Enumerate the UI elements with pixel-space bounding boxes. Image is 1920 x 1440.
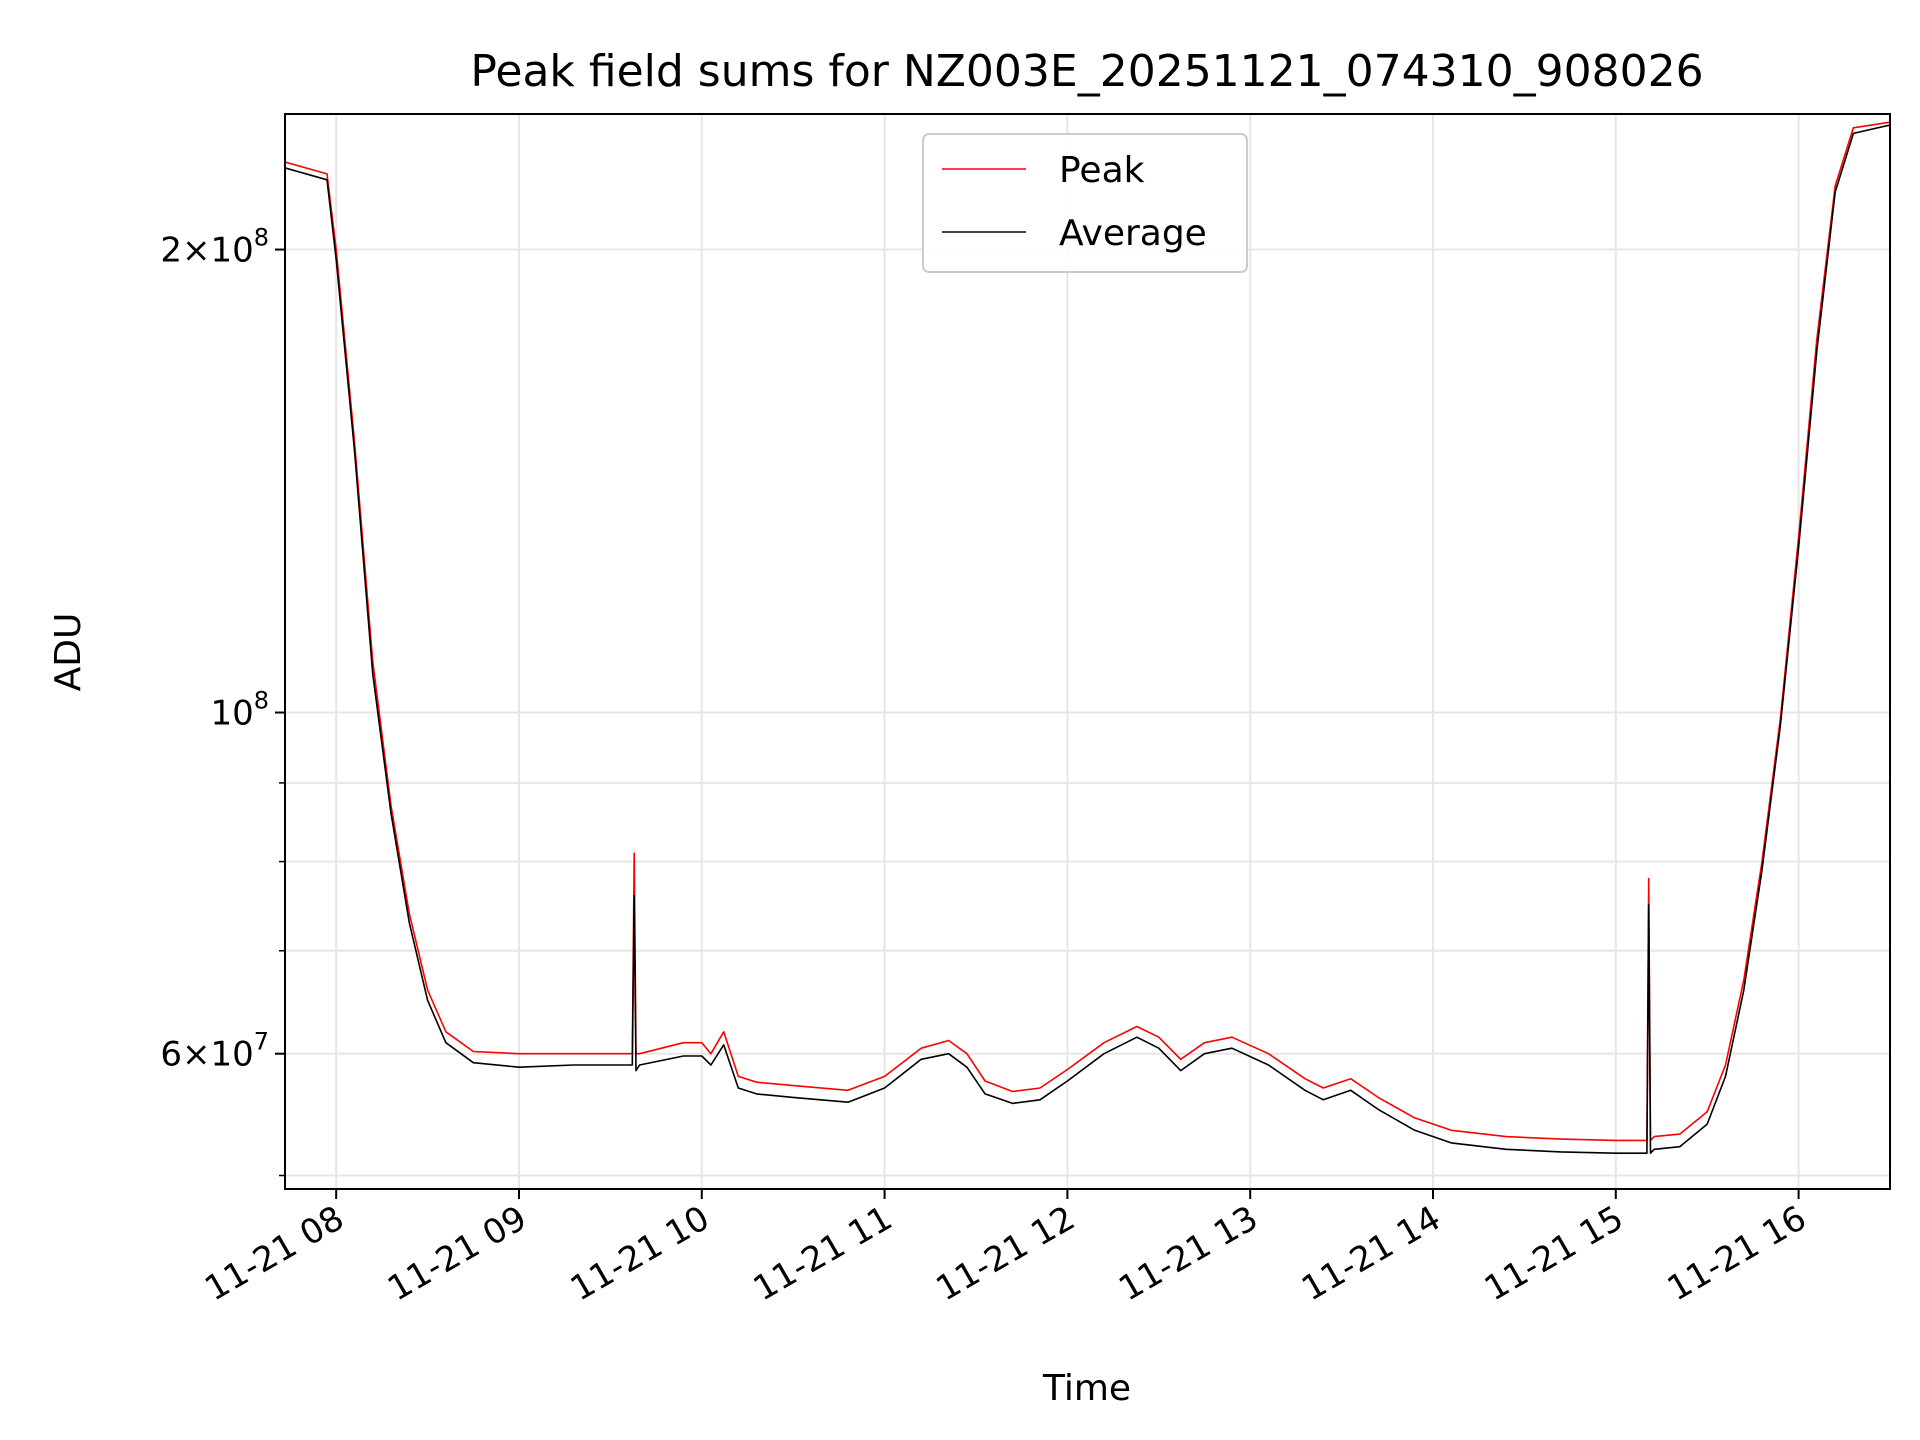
series-layer <box>285 121 1890 1154</box>
legend-peak-label: Peak <box>1059 150 1145 191</box>
x-tick-label: 11-21 16 <box>1661 1198 1813 1309</box>
x-tick-label: 11-21 14 <box>1295 1198 1447 1309</box>
chart-title: Peak field sums for NZ003E_20251121_0743… <box>470 46 1703 97</box>
grid <box>285 114 1890 1189</box>
x-tick-label: 11-21 08 <box>198 1198 350 1309</box>
x-tick-label: 11-21 11 <box>747 1198 899 1309</box>
x-axis-label: Time <box>1042 1368 1131 1409</box>
y-tick-label: 2×108 <box>160 224 269 271</box>
y-axis-ticks: 6×107 108 2×108 <box>160 224 285 1177</box>
legend-average-label: Average <box>1059 213 1207 254</box>
x-tick-label: 11-21 12 <box>929 1198 1081 1309</box>
plot-frame <box>284 113 1891 1190</box>
x-tick-label: 11-21 09 <box>381 1198 533 1309</box>
x-tick-label: 11-21 15 <box>1478 1198 1630 1309</box>
series-peak-line <box>285 121 1890 1142</box>
x-axis-ticks: 11-21 08 11-21 09 11-21 10 11-21 11 11-21 12… <box>198 1189 1813 1309</box>
y-tick-label: 6×107 <box>160 1028 269 1075</box>
y-tick-label: 108 <box>210 687 269 734</box>
x-tick-label: 11-21 13 <box>1112 1198 1264 1309</box>
legend: Peak Average <box>922 133 1248 273</box>
series-average-line <box>285 124 1890 1154</box>
x-tick-label: 11-21 10 <box>564 1198 716 1309</box>
y-axis-label: ADU <box>48 613 89 692</box>
